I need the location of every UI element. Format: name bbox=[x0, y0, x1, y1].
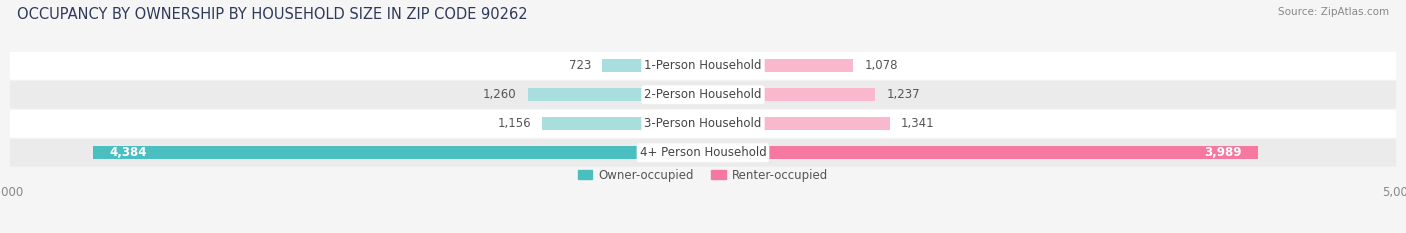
Text: 4,384: 4,384 bbox=[110, 146, 148, 159]
FancyBboxPatch shape bbox=[10, 52, 1396, 80]
Text: 3,989: 3,989 bbox=[1204, 146, 1241, 159]
FancyBboxPatch shape bbox=[10, 139, 1396, 167]
Bar bbox=[527, 88, 703, 101]
Text: OCCUPANCY BY OWNERSHIP BY HOUSEHOLD SIZE IN ZIP CODE 90262: OCCUPANCY BY OWNERSHIP BY HOUSEHOLD SIZE… bbox=[17, 7, 527, 22]
Text: 1,237: 1,237 bbox=[886, 88, 920, 101]
Bar bbox=[703, 88, 875, 101]
Text: 3-Person Household: 3-Person Household bbox=[644, 117, 762, 130]
Text: 1-Person Household: 1-Person Household bbox=[644, 59, 762, 72]
Text: 1,156: 1,156 bbox=[498, 117, 531, 130]
Bar bbox=[703, 146, 1258, 159]
Text: 723: 723 bbox=[569, 59, 592, 72]
FancyBboxPatch shape bbox=[10, 81, 1396, 109]
Text: 4+ Person Household: 4+ Person Household bbox=[640, 146, 766, 159]
Bar bbox=[543, 117, 703, 130]
Text: 1,260: 1,260 bbox=[482, 88, 516, 101]
Bar bbox=[602, 59, 703, 72]
Text: 1,341: 1,341 bbox=[901, 117, 935, 130]
Text: Source: ZipAtlas.com: Source: ZipAtlas.com bbox=[1278, 7, 1389, 17]
Text: 1,078: 1,078 bbox=[865, 59, 897, 72]
Legend: Owner-occupied, Renter-occupied: Owner-occupied, Renter-occupied bbox=[574, 164, 832, 186]
Text: 2-Person Household: 2-Person Household bbox=[644, 88, 762, 101]
FancyBboxPatch shape bbox=[10, 110, 1396, 138]
Bar bbox=[703, 117, 890, 130]
Bar bbox=[703, 59, 853, 72]
Bar bbox=[93, 146, 703, 159]
